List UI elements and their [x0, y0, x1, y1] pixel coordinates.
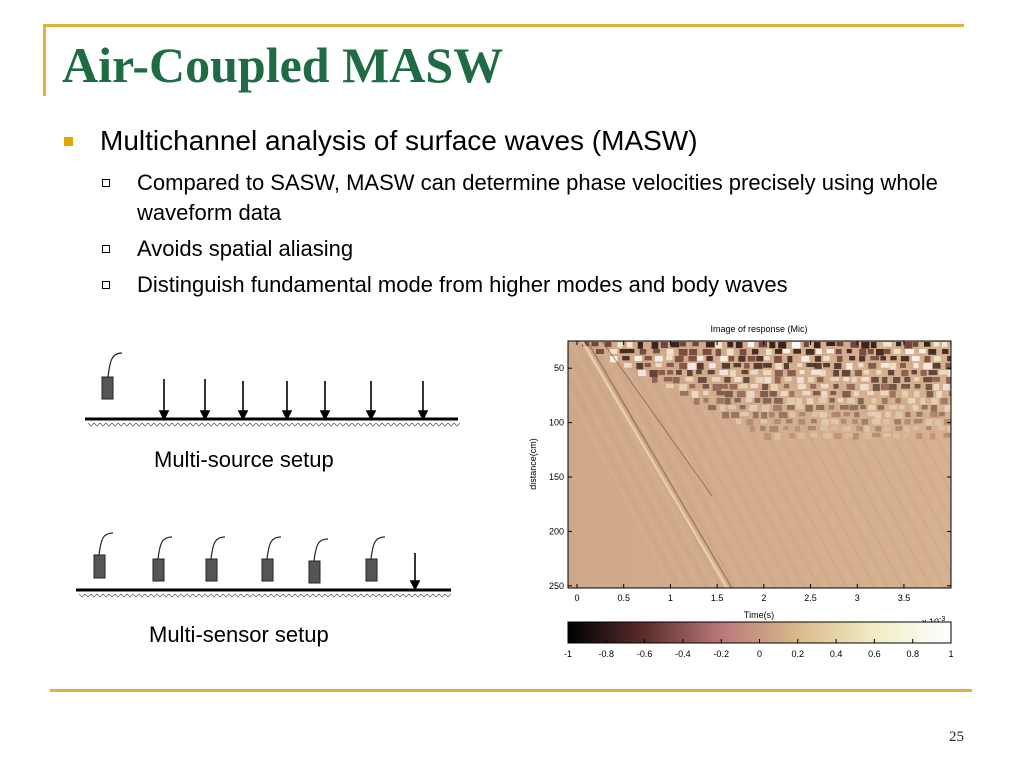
colorbar-tick-label: -1: [564, 649, 572, 659]
slide-number: 25: [949, 729, 964, 745]
sub-bullet-text: Compared to SASW, MASW can determine pha…: [137, 170, 938, 225]
top-rule: [46, 24, 964, 27]
x-tick-label: 2.5: [804, 593, 817, 603]
y-tick-label: 100: [549, 418, 564, 428]
microphone-sensors: [93, 554, 378, 584]
wavefront-dark: [586, 341, 733, 588]
y-tick-label: 200: [549, 526, 564, 536]
y-axis-label: distance(cm): [528, 438, 538, 490]
image-area: [568, 341, 951, 588]
bullet-list: Multichannel analysis of surface waves (…: [63, 124, 963, 300]
colorbar-tick-label: 0.4: [830, 649, 843, 659]
sub-bullet-item: Avoids spatial aliasing: [63, 234, 963, 264]
left-rule: [43, 24, 46, 96]
colorbar-tick-label: 0: [757, 649, 762, 659]
bullet-item: Multichannel analysis of surface waves (…: [63, 124, 963, 158]
response-image-plot: Image of response (Mic) distance(cm) 50 1…: [528, 324, 954, 659]
y-tick-label: 50: [554, 363, 564, 373]
wavefront-light: [580, 341, 729, 588]
x-axis-label: Time(s): [744, 610, 774, 620]
body-wave-line: [601, 341, 713, 497]
slide-title: Air-Coupled MASW: [62, 37, 504, 93]
bullet-text: Multichannel analysis of surface waves (…: [100, 125, 698, 156]
high-frequency-band: [582, 342, 951, 440]
x-tick-label: 1: [668, 593, 673, 603]
x-tick-label: 3: [855, 593, 860, 603]
colorbar-tick-label: 0.8: [906, 649, 919, 659]
colorbar-tick-label: -0.8: [599, 649, 615, 659]
multi-sensor-diagram: [76, 532, 452, 598]
x-tick-label: 2: [761, 593, 766, 603]
sensor-cable-icon: [107, 352, 123, 378]
hollow-square-bullet-icon: [102, 179, 110, 187]
multi-source-diagram: [85, 352, 461, 427]
x-tick-label: 3.5: [898, 593, 911, 603]
x-tick-label: 1.5: [711, 593, 724, 603]
sub-bullet-text: Avoids spatial aliasing: [137, 236, 354, 261]
microphone-sensor-icon: [101, 376, 114, 400]
plot-frame: [567, 340, 952, 589]
colorbar-tick-label: 0.2: [792, 649, 805, 659]
sub-bullet-item: Compared to SASW, MASW can determine pha…: [63, 168, 963, 228]
x-tick-label: 0.5: [617, 593, 630, 603]
multi-sensor-caption: Multi-sensor setup: [149, 622, 329, 647]
colorbar-tick-label: -0.4: [675, 649, 691, 659]
plot-title: Image of response (Mic): [710, 324, 807, 334]
x-tick-label: 0: [574, 593, 579, 603]
colorbar-ticks: -1 -0.8 -0.6 -0.4 -0.2 0 0.2 0.4 0.6 0.8 1: [564, 639, 954, 659]
x-axis-ticks: 0 0.5 1 1.5 2 2.5 3 3.5: [574, 341, 910, 603]
sub-bullet-item: Distinguish fundamental mode from higher…: [63, 270, 963, 300]
y-axis-ticks: 50 100 150 200 250: [549, 363, 951, 591]
bottom-rule: [50, 689, 972, 692]
colorbar-tick-label: 0.6: [868, 649, 881, 659]
y-tick-label: 250: [549, 581, 564, 591]
colorbar-tick-label: 1: [948, 649, 953, 659]
ground-hatching: [87, 422, 461, 427]
square-bullet-icon: [64, 137, 73, 146]
y-tick-label: 150: [549, 472, 564, 482]
source-arrow: [409, 553, 421, 591]
sub-bullet-text: Distinguish fundamental mode from higher…: [137, 272, 788, 297]
colorbar-tick-label: -0.6: [637, 649, 653, 659]
multi-source-caption: Multi-source setup: [154, 447, 334, 472]
source-arrows: [158, 379, 429, 421]
colorbar-tick-label: -0.2: [713, 649, 729, 659]
ground-hatching: [78, 593, 452, 598]
hollow-square-bullet-icon: [102, 245, 110, 253]
hollow-square-bullet-icon: [102, 281, 110, 289]
sensor-cables: [98, 532, 386, 562]
